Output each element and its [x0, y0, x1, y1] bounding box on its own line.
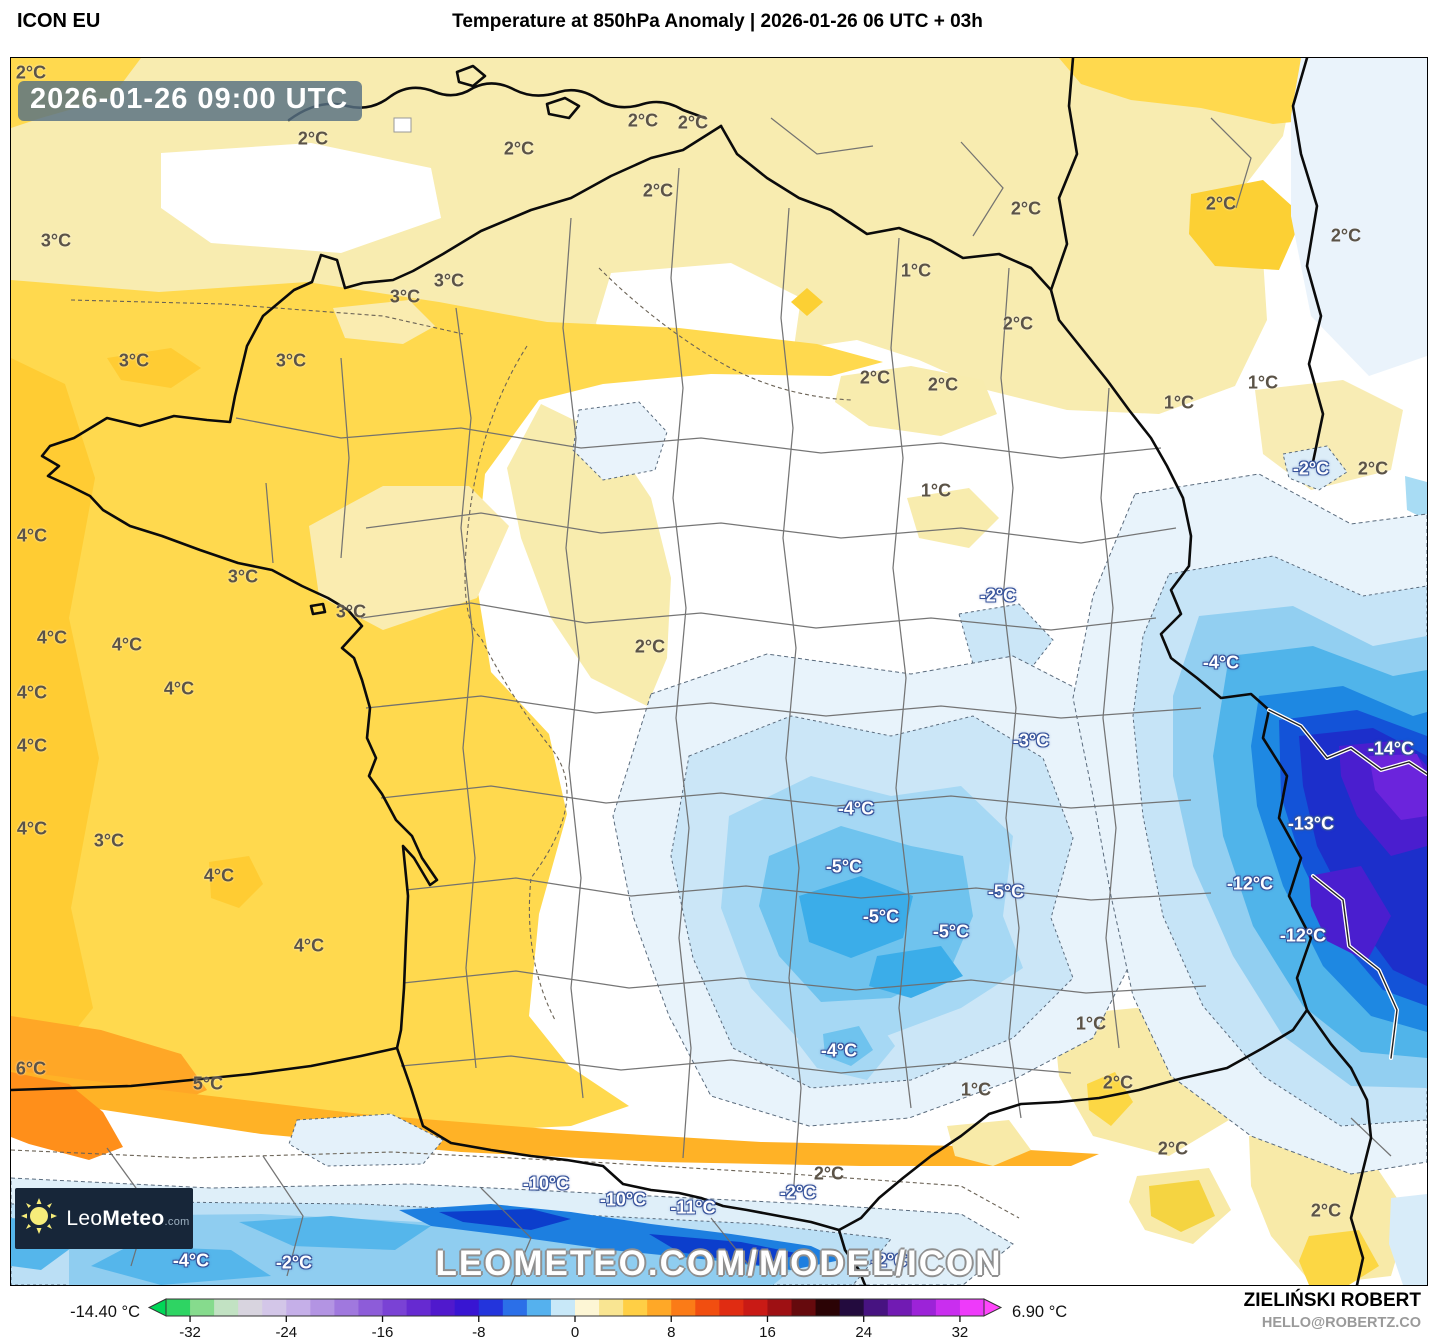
svg-text:24: 24: [855, 1324, 872, 1338]
timestamp-overlay: 2026-01-26 09:00 UTC: [18, 81, 363, 121]
model-name: ICON EU: [17, 10, 101, 32]
weather-map: 2°C 2°C 2°C 2°C 2°C 2°C 3°C 3°C 3°C 1°C 2°C 2°C 2°C 3…: [10, 57, 1428, 1286]
svg-text:-8: -8: [472, 1324, 485, 1338]
anomaly-field-drawing: [11, 58, 1427, 1285]
scale-max-value: 6.90 °C: [1012, 1303, 1068, 1321]
page-title: Temperature at 850hPa Anomaly | 2026-01-…: [452, 11, 983, 32]
svg-text:-24: -24: [275, 1324, 297, 1338]
leometeo-logo: LeoMeteo.com: [15, 1188, 193, 1249]
sun-icon: [18, 1195, 60, 1242]
color-scale: -32 -24 -16 -8 0 8 16 24 32: [147, 1298, 1003, 1338]
svg-text:-16: -16: [372, 1324, 394, 1338]
svg-text:0: 0: [571, 1324, 579, 1338]
credit-block: ZIELIŃSKI ROBERT HELLO@ROBERTZ.CO: [1244, 1290, 1421, 1331]
svg-text:8: 8: [667, 1324, 675, 1338]
svg-text:16: 16: [759, 1324, 776, 1338]
logo-text: LeoMeteo.com: [66, 1206, 190, 1230]
credit-email: HELLO@ROBERTZ.CO: [1261, 1315, 1421, 1331]
svg-text:32: 32: [952, 1324, 969, 1338]
scale-min-value: -14.40 °C: [70, 1303, 140, 1321]
svg-text:-32: -32: [179, 1324, 201, 1338]
watermark: LEOMETEO.COM/MODEL/ICON: [435, 1244, 1003, 1283]
credit-name: ZIELIŃSKI ROBERT: [1243, 1290, 1421, 1311]
